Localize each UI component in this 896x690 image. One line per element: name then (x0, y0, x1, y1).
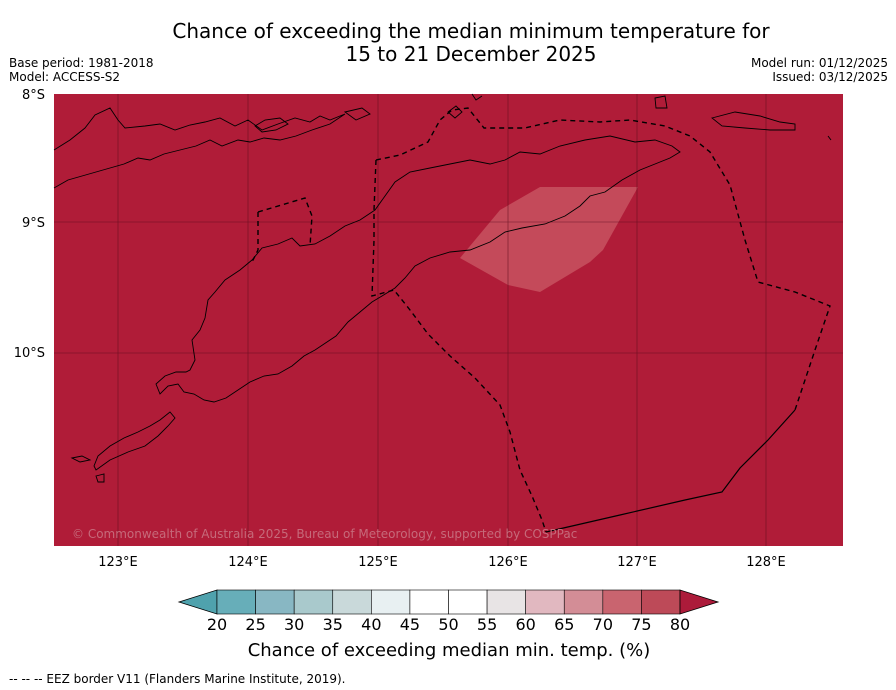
colorbar-bin (602, 589, 642, 615)
colorbar-bin (641, 589, 681, 615)
coast-island-f (471, 93, 483, 101)
eez-borders (251, 107, 831, 533)
issued-text: Issued: 03/12/2025 (772, 70, 888, 84)
colorbar-tick-label: 55 (477, 615, 497, 634)
colorbar-bin (563, 589, 604, 615)
lat-label-8s: 8°S (22, 88, 45, 103)
colorbar-bin (255, 589, 295, 615)
map-panel (54, 94, 843, 546)
colorbar-bin (293, 589, 334, 615)
eez-line-west (251, 212, 259, 263)
coast-island-h (827, 135, 832, 141)
colorbar-bin (448, 589, 488, 615)
meta-right: Model run: 01/12/2025 Issued: 03/12/2025 (751, 56, 888, 84)
colorbar-tick-label: 25 (245, 615, 265, 634)
lon-label-128e: 128°E (746, 555, 786, 570)
lon-label-126e: 126°E (488, 555, 528, 570)
colorbar-tick-label: 45 (400, 615, 420, 634)
eez-line-mid (371, 159, 547, 533)
model-run-text: Model run: 01/12/2025 (750, 56, 888, 70)
lon-label-125e: 125°E (358, 555, 398, 570)
model-text: Model: ACCESS-S2 (9, 70, 121, 84)
colorbar-tick-label: 65 (554, 615, 574, 634)
eez-footnote: -- -- -- EEZ border V11 (Flanders Marine… (9, 672, 346, 686)
map-title: Chance of exceeding the median minimum t… (0, 20, 896, 66)
coast-island-a (254, 117, 289, 133)
coast-flores (53, 107, 346, 189)
colorbar-bin (371, 589, 411, 615)
colorbar-tick-label: 35 (323, 615, 343, 634)
colorbar-bin (409, 589, 449, 615)
lat-label-9s: 9°S (22, 216, 45, 231)
coast-island-d (654, 95, 668, 109)
colorbar-bin (486, 589, 526, 615)
coast-savu (70, 455, 92, 463)
colorbar-bin (525, 589, 565, 615)
coast-rote (93, 411, 176, 471)
title-line-2: 15 to 21 December 2025 (345, 42, 597, 66)
lon-label-123e: 123°E (98, 555, 138, 570)
lat-labels: 8°S 9°S 10°S (14, 88, 45, 361)
meta-left: Base period: 1981-2018 Model: ACCESS-S2 (9, 56, 154, 84)
colorbar-under-arrow (177, 589, 218, 615)
colorbar-tick-label: 30 (284, 615, 304, 634)
eez-line-north (375, 107, 831, 411)
colorbar-tick-label: 20 (207, 615, 227, 634)
copyright-text: © Commonwealth of Australia 2025, Bureau… (72, 527, 577, 541)
lat-label-10s: 10°S (14, 346, 45, 361)
eez-solid-segment (545, 409, 796, 533)
base-period-text: Base period: 1981-2018 (9, 56, 154, 70)
lon-label-124e: 124°E (228, 555, 268, 570)
colorbar-tick-label: 40 (361, 615, 381, 634)
lon-labels: 123°E 124°E 125°E 126°E 127°E 128°E (98, 555, 786, 570)
coast-timor (155, 135, 681, 403)
coast-island-e (711, 111, 796, 131)
title-line-1: Chance of exceeding the median minimum t… (172, 19, 770, 43)
coastlines (53, 93, 832, 483)
colorbar-bin (216, 589, 256, 615)
colorbar-label: Chance of exceeding median min. temp. (%… (247, 640, 651, 661)
colorbar-tick-label: 50 (438, 615, 458, 634)
coast-island-c (447, 105, 463, 119)
eez-line-west-top (257, 197, 313, 247)
coast-island-g (95, 473, 105, 483)
colorbar-over-arrow (679, 589, 720, 615)
coast-island-b (343, 107, 371, 121)
colorbar-tick-label: 80 (670, 615, 690, 634)
lon-label-127e: 127°E (617, 555, 657, 570)
colorbar: 20 25 30 35 40 45 50 55 60 65 70 75 80 (177, 589, 720, 634)
colorbar-tick-label: 75 (631, 615, 651, 634)
probability-patch-lighter (460, 187, 638, 292)
graticule (54, 94, 843, 546)
colorbar-tick-label: 60 (515, 615, 535, 634)
colorbar-bin (332, 589, 372, 615)
colorbar-tick-label: 70 (593, 615, 613, 634)
